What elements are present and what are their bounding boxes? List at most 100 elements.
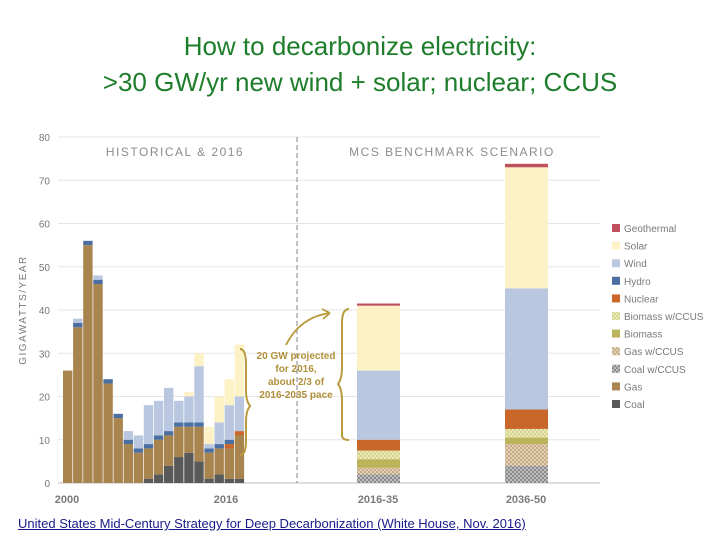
hist-bar-2011-hydro-segment <box>184 422 194 427</box>
y-tick-label: 70 <box>39 176 51 187</box>
hist-bar-2011-coal-segment <box>184 452 194 483</box>
hist-bar-2003-hydro-segment <box>103 379 113 384</box>
hist-bar-2015-coal-segment <box>224 478 234 483</box>
legend-label: Biomass <box>624 330 662 341</box>
annotation-line: 2016-2035 pace <box>259 390 333 401</box>
y-tick-label: 0 <box>44 479 50 490</box>
hist-bar-2009-gas-segment <box>164 435 174 466</box>
hist-bar-2015-hydro-segment <box>224 439 234 445</box>
hist-bar-2014-hydro-segment <box>214 444 224 449</box>
annotation-line: about 2/3 of <box>268 377 325 388</box>
hist-bar-2013-coal-segment <box>204 478 214 483</box>
legend-swatch <box>612 382 620 391</box>
annotation-line: for 2016, <box>275 364 316 375</box>
hist-bar-2005-wind-segment <box>123 431 133 440</box>
hist-bar-2013-gas-segment <box>204 452 214 479</box>
hist-bar-2012-coal-segment <box>194 461 204 483</box>
scenario-bar-2016-35-biomass-segment <box>357 459 400 468</box>
hist-bar-2002-gas-segment <box>93 284 103 483</box>
hist-bar-2014-gas-segment <box>214 448 224 475</box>
annotation-line: 20 GW projected <box>257 351 336 362</box>
scenario-bar-2036-50-wind-segment <box>505 288 548 410</box>
hist-bar-2005-gas-segment <box>123 444 133 483</box>
legend-swatch-pattern <box>612 364 620 373</box>
scenario-bar-2036-50-geothermal-segment <box>505 163 548 168</box>
y-tick-label: 30 <box>39 349 51 360</box>
hist-bar-2002-wind-segment <box>93 275 103 280</box>
hist-bar-2001-hydro-segment <box>83 240 93 246</box>
title-line-1: How to decarbonize electricity: <box>183 31 537 61</box>
scenario-bar-2036-50-pattern-overlay <box>505 444 548 466</box>
hist-bar-2015-solar-segment <box>224 379 234 406</box>
legend-swatch <box>612 294 620 303</box>
section-label-scenario: MCS BENCHMARK SCENARIO <box>349 145 555 159</box>
hist-bar-2007-wind-segment <box>143 405 154 445</box>
scenario-bar-2036-50-nuclear-segment <box>505 409 548 429</box>
legend-label: Gas w/CCUS <box>624 347 684 358</box>
y-tick-label: 10 <box>39 436 51 447</box>
hist-bar-2004-gas-segment <box>113 418 123 483</box>
scenario-bar-2036-50-pattern-overlay <box>505 465 548 483</box>
hist-bar-2010-coal-segment <box>174 457 184 483</box>
chart-text: GIGAWATTS/YEAR HISTORICAL & 2016 MCS BENCH… <box>18 145 555 506</box>
title-line-2: >30 GW/yr new wind + solar; nuclear; CCU… <box>102 67 618 97</box>
legend-label: Geothermal <box>624 224 676 235</box>
capacity-additions-chart: 0 10 20 30 40 50 60 70 80 GIGAWATTS/YEAR HISTORIC… <box>18 133 704 506</box>
hist-bar-2015-wind-segment <box>224 405 234 440</box>
hist-bar-2014-coal-segment <box>214 474 224 483</box>
source-link[interactable]: United States Mid-Century Strategy for D… <box>18 516 526 531</box>
hist-bar-2016-solar-segment <box>234 344 245 397</box>
legend-label: Coal <box>624 400 645 411</box>
legend-label: Hydro <box>624 277 651 288</box>
hist-bar-2007-hydro-segment <box>143 444 154 449</box>
hist-bar-2013-wind-segment <box>204 444 214 449</box>
legend-swatch <box>612 224 620 232</box>
x-tick-label: 2016 <box>214 494 238 506</box>
hist-bar-2013-solar-segment <box>204 426 214 445</box>
hist-bar-2006-wind-segment <box>133 435 144 449</box>
hist-bar-2015-gas-segment <box>224 448 234 479</box>
hist-bar-2016-wind-segment <box>234 396 245 432</box>
scenario-bar-2016-35-pattern-overlay <box>357 467 400 475</box>
hist-bar-2015-nuclear-segment <box>224 444 234 449</box>
legend-swatch <box>612 276 620 285</box>
y-axis-title: GIGAWATTS/YEAR <box>18 255 29 365</box>
hist-bar-2011-gas-segment <box>184 426 194 453</box>
hist-bar-1999-gas-segment <box>63 370 73 483</box>
hist-bar-2006-hydro-segment <box>133 448 144 453</box>
y-tick-label: 80 <box>39 133 51 144</box>
hist-bar-2001-gas-segment <box>83 245 93 483</box>
hist-bar-2014-solar-segment <box>214 396 224 423</box>
hist-bar-2009-coal-segment <box>164 465 174 483</box>
scenario-bar-2036-50-solar-segment <box>505 167 548 289</box>
x-tick-label: 2000 <box>55 494 79 506</box>
hist-bar-2000-wind-segment <box>73 318 83 323</box>
y-tick-label: 40 <box>39 306 51 317</box>
hist-bar-2008-hydro-segment <box>153 435 164 440</box>
legend-label: Solar <box>624 242 648 253</box>
x-tick-label: 2036-50 <box>506 494 546 506</box>
section-label-historical: HISTORICAL & 2016 <box>106 145 244 159</box>
y-tick-label: 50 <box>39 263 51 274</box>
annotation-right-bracket <box>336 308 350 441</box>
legend-label: Coal w/CCUS <box>624 365 686 376</box>
hist-bar-2011-wind-segment <box>184 396 194 423</box>
hist-bar-2011-solar-segment <box>184 392 194 397</box>
hist-bar-2010-gas-segment <box>174 426 184 458</box>
hist-bar-2009-wind-segment <box>164 387 174 432</box>
hist-bar-2016-gas-segment <box>234 435 245 479</box>
hist-bar-2013-hydro-segment <box>204 448 214 453</box>
scenario-bar-2016-35-pattern-overlay <box>357 474 400 483</box>
scenario-bar-2016-35-solar-segment <box>357 305 400 371</box>
scenario-bar-2016-35-wind-segment <box>357 370 400 440</box>
y-tick-label: 60 <box>39 220 51 231</box>
hist-bar-2012-hydro-segment <box>194 422 204 427</box>
legend: Geothermal Solar Wind Hydro Nuclear Biomass w… <box>612 224 704 411</box>
annotation-arrowhead <box>321 308 331 320</box>
hist-bar-2008-coal-segment <box>153 474 164 483</box>
hist-bar-2000-gas-segment <box>73 327 83 483</box>
bars <box>63 163 548 483</box>
scenario-bar-2036-50-biomass-segment <box>505 437 548 445</box>
legend-label: Biomass w/CCUS <box>624 312 704 323</box>
hist-bar-2010-hydro-segment <box>174 422 184 427</box>
